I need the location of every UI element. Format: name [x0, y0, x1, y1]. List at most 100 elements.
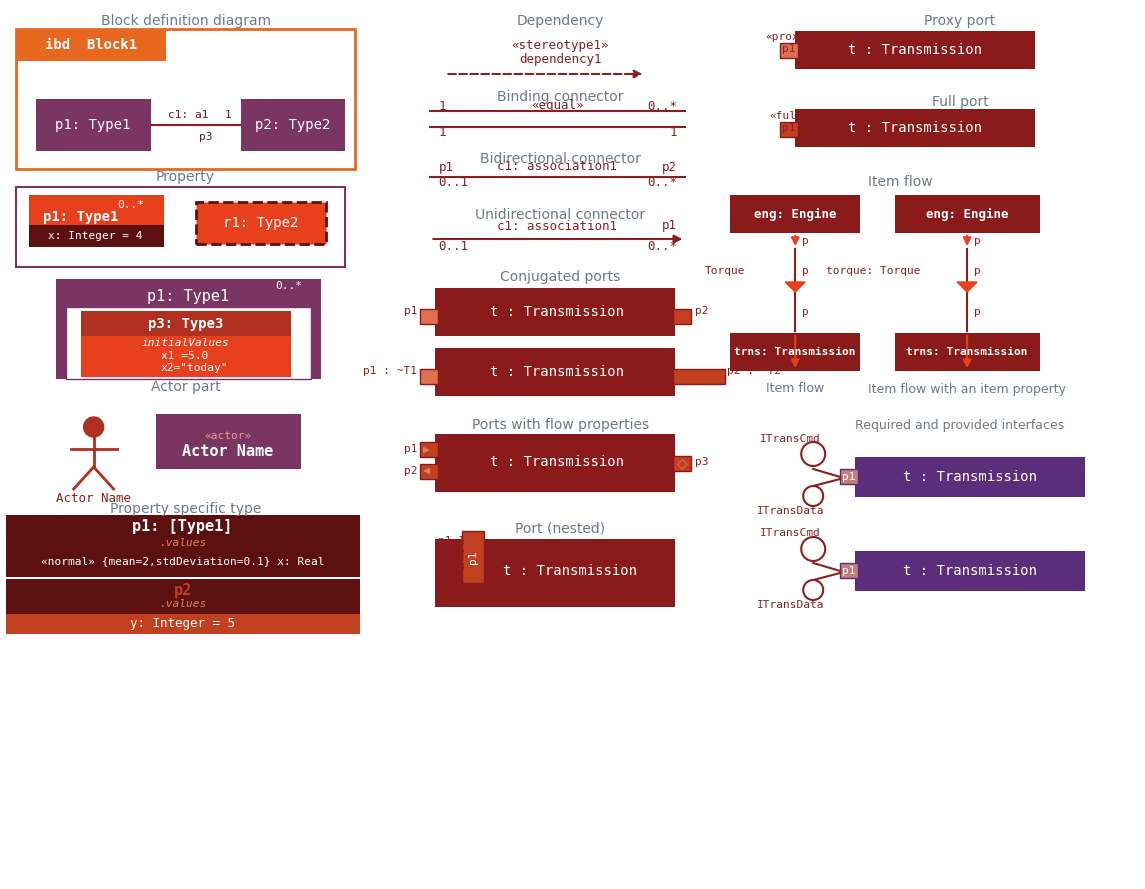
- Text: t : Transmission: t : Transmission: [490, 305, 624, 319]
- FancyBboxPatch shape: [80, 311, 291, 336]
- FancyBboxPatch shape: [435, 539, 676, 607]
- Text: 0..1: 0..1: [439, 239, 468, 252]
- FancyBboxPatch shape: [35, 99, 151, 151]
- Text: Actor Name: Actor Name: [56, 493, 132, 506]
- Text: ITransCmd: ITransCmd: [760, 528, 821, 538]
- Text: Item flow: Item flow: [766, 382, 824, 396]
- FancyBboxPatch shape: [673, 456, 692, 471]
- FancyBboxPatch shape: [840, 469, 858, 484]
- Text: p1: p1: [782, 123, 796, 133]
- Text: p1: p1: [439, 161, 453, 173]
- Text: 0..*: 0..*: [647, 100, 678, 113]
- Text: p1: p1: [843, 472, 856, 482]
- Text: c1: association1: c1: association1: [497, 161, 617, 173]
- Text: Ports with flow properties: Ports with flow properties: [472, 418, 649, 432]
- FancyBboxPatch shape: [29, 195, 164, 247]
- Text: p1: p1: [843, 566, 856, 576]
- FancyBboxPatch shape: [6, 579, 361, 614]
- FancyBboxPatch shape: [796, 109, 1035, 147]
- Text: p1: p1: [662, 220, 678, 233]
- Text: p: p: [803, 236, 810, 246]
- Text: p2: p2: [695, 306, 709, 316]
- FancyBboxPatch shape: [29, 225, 164, 247]
- Text: 1: 1: [226, 110, 232, 120]
- FancyBboxPatch shape: [420, 464, 439, 479]
- Text: 0..*: 0..*: [117, 200, 144, 210]
- Text: Proxy port: Proxy port: [924, 14, 996, 28]
- Text: p1.2: p1.2: [439, 549, 465, 559]
- Text: x2="today": x2="today": [160, 363, 228, 373]
- Text: ITransCmd: ITransCmd: [760, 434, 821, 444]
- Text: Torque: Torque: [704, 266, 745, 276]
- Text: r1: Type2: r1: Type2: [223, 216, 298, 230]
- Text: x1 =5.0: x1 =5.0: [160, 351, 208, 361]
- FancyBboxPatch shape: [156, 414, 300, 469]
- Text: p1: p1: [404, 444, 418, 454]
- Polygon shape: [957, 282, 977, 292]
- FancyBboxPatch shape: [196, 202, 325, 244]
- Text: t : Transmission: t : Transmission: [490, 455, 624, 469]
- Text: p2 : ~T2: p2 : ~T2: [727, 366, 781, 376]
- Text: eng: Engine: eng: Engine: [753, 207, 837, 220]
- Text: p: p: [974, 236, 981, 246]
- Text: t : Transmission: t : Transmission: [903, 470, 1037, 484]
- Text: 0..*: 0..*: [647, 239, 678, 252]
- FancyBboxPatch shape: [16, 29, 355, 169]
- FancyBboxPatch shape: [895, 333, 1040, 371]
- FancyBboxPatch shape: [56, 279, 321, 379]
- Text: p1: [Type1]: p1: [Type1]: [133, 519, 232, 534]
- Text: Actor Name: Actor Name: [182, 444, 274, 460]
- Text: p1: Type1: p1: Type1: [147, 290, 229, 305]
- Text: p1: p1: [468, 550, 479, 564]
- Text: p: p: [803, 266, 810, 276]
- Text: Unidirectional connector: Unidirectional connector: [475, 208, 646, 222]
- Text: dependency1: dependency1: [519, 52, 601, 66]
- FancyBboxPatch shape: [855, 551, 1085, 591]
- Text: t : Transmission: t : Transmission: [903, 564, 1037, 578]
- Text: trns: Transmission: trns: Transmission: [734, 347, 856, 357]
- Text: Binding connector: Binding connector: [497, 90, 624, 104]
- Text: p1.1: p1.1: [439, 536, 465, 546]
- Text: t : Transmission: t : Transmission: [848, 43, 982, 57]
- Text: ibd  Block1: ibd Block1: [45, 38, 136, 52]
- Text: Port (nested): Port (nested): [515, 522, 606, 536]
- Text: «proxy»: «proxy»: [766, 32, 813, 42]
- Text: p1: p1: [782, 44, 796, 54]
- Text: Actor part: Actor part: [151, 380, 221, 394]
- Text: 0..*: 0..*: [275, 281, 302, 291]
- Text: t : Transmission: t : Transmission: [848, 121, 982, 135]
- Text: 1: 1: [670, 125, 678, 139]
- Text: «actor»: «actor»: [204, 431, 251, 441]
- FancyBboxPatch shape: [6, 579, 361, 634]
- FancyBboxPatch shape: [855, 457, 1085, 497]
- Text: ITransData: ITransData: [757, 506, 824, 516]
- Text: p1: Type1: p1: Type1: [55, 118, 131, 132]
- FancyBboxPatch shape: [420, 442, 439, 457]
- Text: Item flow: Item flow: [868, 175, 932, 189]
- Text: x: Integer = 4: x: Integer = 4: [48, 231, 143, 241]
- Text: c1: association1: c1: association1: [497, 220, 617, 233]
- Text: c1: a1: c1: a1: [168, 110, 208, 120]
- Text: p3: p3: [199, 132, 212, 142]
- FancyBboxPatch shape: [240, 99, 346, 151]
- FancyBboxPatch shape: [80, 336, 291, 377]
- Text: p3: Type3: p3: Type3: [148, 317, 223, 331]
- Text: «equal»: «equal»: [531, 100, 584, 113]
- Text: Property: Property: [156, 170, 215, 184]
- Text: Dependency: Dependency: [516, 14, 605, 28]
- Text: Bidirectional connector: Bidirectional connector: [480, 152, 641, 166]
- Circle shape: [803, 486, 823, 506]
- Circle shape: [84, 417, 104, 437]
- FancyBboxPatch shape: [780, 122, 798, 137]
- Text: p: p: [803, 307, 810, 317]
- Text: «full»: «full»: [769, 111, 810, 121]
- Circle shape: [803, 580, 823, 600]
- Text: torque: Torque: torque: Torque: [826, 266, 921, 276]
- Text: p2: p2: [404, 466, 418, 476]
- Text: Conjugated ports: Conjugated ports: [500, 270, 621, 284]
- Text: ITransData: ITransData: [757, 600, 824, 610]
- Text: y: Integer = 5: y: Integer = 5: [131, 618, 235, 630]
- Text: p1.3: p1.3: [439, 562, 465, 572]
- Text: Full port: Full port: [932, 95, 988, 109]
- Text: p3: p3: [695, 457, 709, 467]
